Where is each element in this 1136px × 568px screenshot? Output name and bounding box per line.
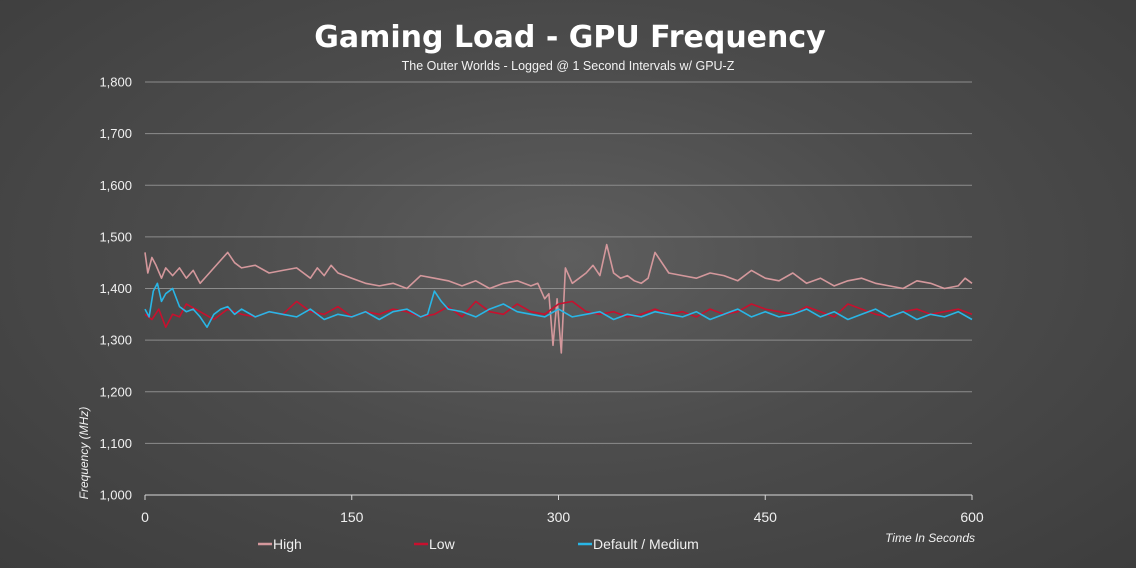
y-tick-label: 1,700 [99,126,132,141]
x-axis: 0 150 300 450 600 [141,494,984,525]
y-axis-title: Frequency (MHz) [77,407,91,500]
y-axis-ticks: 1,000 1,100 1,200 1,300 1,400 1,500 1,600 1,700… [99,75,132,503]
chart-title: Gaming Load - GPU Frequency [314,20,826,55]
y-tick-label: 1,200 [99,384,132,399]
x-tick-label: 450 [754,509,778,525]
y-tick-label: 1,500 [99,229,132,244]
y-tick-label: 1,100 [99,436,132,451]
legend-label: High [273,536,302,552]
legend-label: Low [429,536,456,552]
x-tick-label: 0 [141,509,149,525]
y-tick-label: 1,800 [99,75,132,90]
x-axis-title: Time In Seconds [885,531,975,545]
series-line-2 [144,282,973,329]
series-line-0 [144,243,973,354]
y-tick-label: 1,300 [99,333,132,348]
series-group [144,243,973,354]
chart-subtitle: The Outer Worlds - Logged @ 1 Second Int… [402,59,735,73]
y-tick-label: 1,000 [99,488,132,503]
x-tick-label: 300 [547,509,571,525]
legend: High Low Default / Medium [258,536,699,552]
y-tick-label: 1,600 [99,178,132,193]
x-tick-label: 600 [960,509,984,525]
y-tick-label: 1,400 [99,281,132,296]
x-tick-label: 150 [340,509,364,525]
gridlines [145,81,972,496]
legend-label: Default / Medium [593,536,699,552]
